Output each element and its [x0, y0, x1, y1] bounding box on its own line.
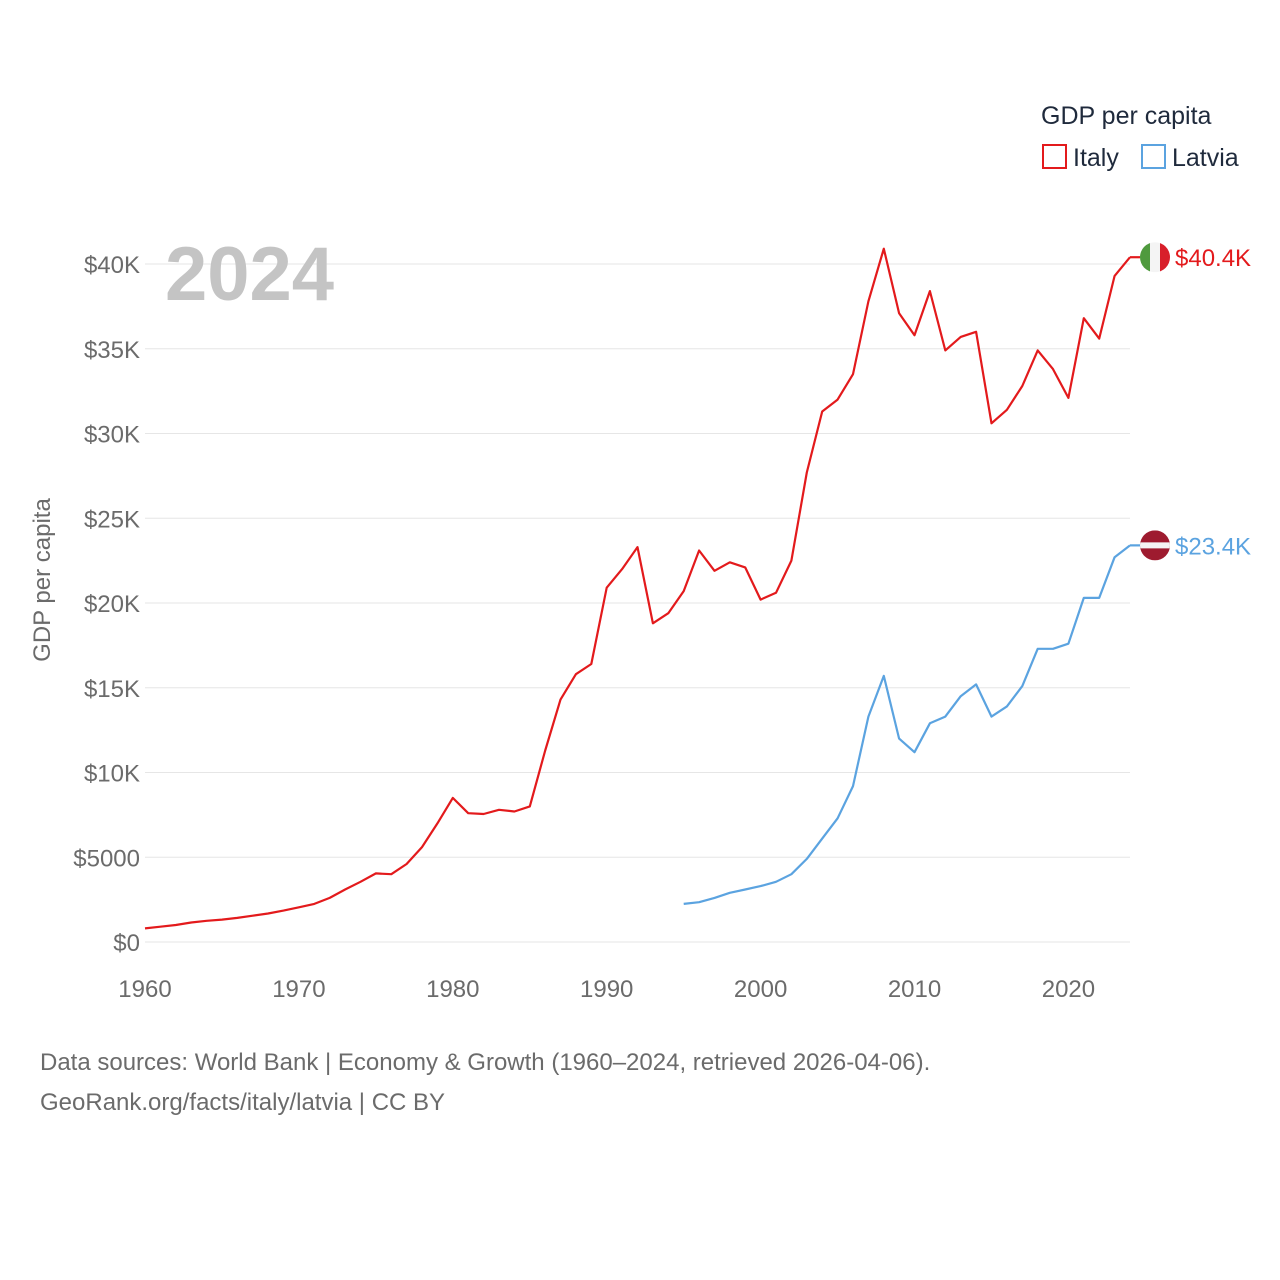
x-tick-label: 2000 — [734, 976, 787, 1003]
y-tick-label: $35K — [84, 337, 140, 364]
italy-flag-icon — [1140, 242, 1170, 273]
x-tick-label: 1980 — [426, 976, 479, 1003]
x-tick-label: 2010 — [888, 976, 941, 1003]
y-tick-label: $15K — [84, 676, 140, 703]
y-axis-ticks: $0 $5000 $10K $15K $20K $25K $30K $35K $40K — [73, 252, 140, 957]
series-line-italy[interactable] — [144, 247, 1131, 930]
gdp-per-capita-chart: $0 $5000 $10K $15K $20K $25K $30K $35K $40K 1960… — [29, 102, 1251, 1003]
series-lines — [144, 247, 1131, 930]
x-tick-label: 1960 — [118, 976, 171, 1003]
x-axis-ticks: 1960 1970 1980 1990 2000 2010 2020 — [118, 976, 1095, 1003]
x-tick-label: 1990 — [580, 976, 633, 1003]
y-tick-label: $0 — [113, 930, 140, 957]
gridlines — [145, 263, 1130, 943]
series-line-latvia[interactable] — [683, 544, 1131, 905]
legend-label-italy[interactable]: Italy — [1073, 144, 1119, 172]
legend-swatch-italy[interactable] — [1042, 144, 1067, 169]
y-tick-label: $5000 — [73, 845, 140, 872]
legend-title: GDP per capita — [1041, 102, 1212, 130]
y-tick-label: $20K — [84, 591, 140, 618]
x-tick-label: 1970 — [272, 976, 325, 1003]
end-value-label-latvia: $23.4K — [1175, 533, 1251, 560]
legend-label-latvia[interactable]: Latvia — [1172, 144, 1239, 172]
footer: Data sources: World Bank | Economy & Gro… — [40, 1043, 930, 1123]
x-tick-label: 2020 — [1042, 976, 1095, 1003]
year-label: 2024 — [165, 232, 334, 317]
y-tick-label: $40K — [84, 252, 140, 279]
y-tick-label: $25K — [84, 506, 140, 533]
end-value-label-italy: $40.4K — [1175, 245, 1251, 272]
legend: GDP per capita Italy Latvia — [1041, 102, 1239, 172]
data-sources-note: Data sources: World Bank | Economy & Gro… — [40, 1049, 931, 1076]
latvia-flag-icon — [1140, 530, 1170, 561]
y-axis-label: GDP per capita — [29, 498, 56, 662]
y-tick-label: $30K — [84, 422, 140, 449]
legend-swatch-latvia[interactable] — [1141, 144, 1166, 169]
source-link[interactable]: GeoRank.org/facts/italy/latvia | CC BY — [40, 1089, 446, 1116]
series-end-markers: $40.4K $23.4K — [1130, 242, 1251, 561]
y-tick-label: $10K — [84, 761, 140, 788]
